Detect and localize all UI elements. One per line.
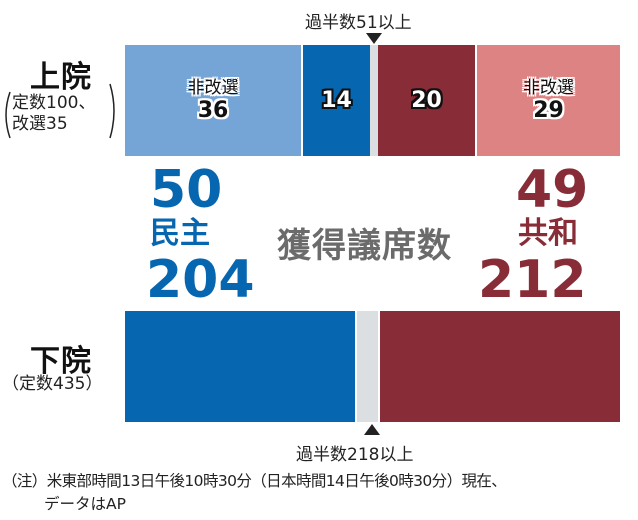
footnote-line2: データはAP bbox=[44, 495, 126, 513]
footnote-line1: （注）米東部時間13日午後10時30分（日本時間14日午後0時30分）現在、 bbox=[2, 472, 507, 490]
rep-senate-total: 49 bbox=[516, 160, 589, 220]
senate-subtitle-line2: 改選35 bbox=[12, 114, 68, 134]
senate-dem-won-segment: 14 bbox=[303, 45, 370, 156]
segment-label: 非改選 bbox=[523, 77, 574, 98]
house-rep-segment bbox=[380, 311, 620, 422]
dem-house-total: 204 bbox=[146, 250, 255, 310]
rep-house-total: 212 bbox=[478, 250, 587, 310]
center-label: 獲得議席数 bbox=[277, 226, 452, 266]
house-undecided-segment bbox=[357, 311, 378, 422]
senate-majority-label: 過半数51以上 bbox=[305, 13, 412, 33]
senate-undecided-segment bbox=[370, 45, 378, 156]
house-title: 下院 bbox=[30, 344, 92, 379]
segment-value: 20 bbox=[411, 87, 442, 113]
senate-rep-not-up-segment: 非改選 29 bbox=[477, 45, 620, 156]
segment-value: 36 bbox=[197, 97, 229, 123]
segment-value: 29 bbox=[533, 97, 564, 123]
senate-dem-not-up-segment: 非改選 36 bbox=[125, 45, 301, 156]
house-subtitle: （定数435） bbox=[2, 374, 103, 394]
dem-party-label: 民主 bbox=[150, 216, 210, 251]
dem-senate-total: 50 bbox=[150, 160, 223, 220]
house-majority-marker-icon bbox=[364, 424, 380, 435]
segment-label: 非改選 bbox=[187, 77, 239, 98]
senate-rep-won-segment: 20 bbox=[378, 45, 475, 156]
house-majority-label: 過半数218以上 bbox=[296, 445, 414, 465]
senate-bar: 非改選 36 14 20 非改選 29 bbox=[125, 45, 620, 156]
senate-subtitle: 定数100、 改選35 bbox=[2, 83, 120, 140]
rep-party-label: 共和 bbox=[518, 216, 578, 251]
left-paren-icon bbox=[5, 91, 11, 139]
right-paren-icon bbox=[109, 83, 115, 139]
senate-title: 上院 bbox=[30, 60, 92, 95]
house-dem-segment bbox=[125, 311, 355, 422]
house-bar bbox=[125, 311, 620, 422]
senate-subtitle-line1: 定数100、 bbox=[12, 93, 96, 113]
senate-majority-marker-icon bbox=[366, 33, 382, 44]
segment-value: 14 bbox=[321, 87, 352, 113]
